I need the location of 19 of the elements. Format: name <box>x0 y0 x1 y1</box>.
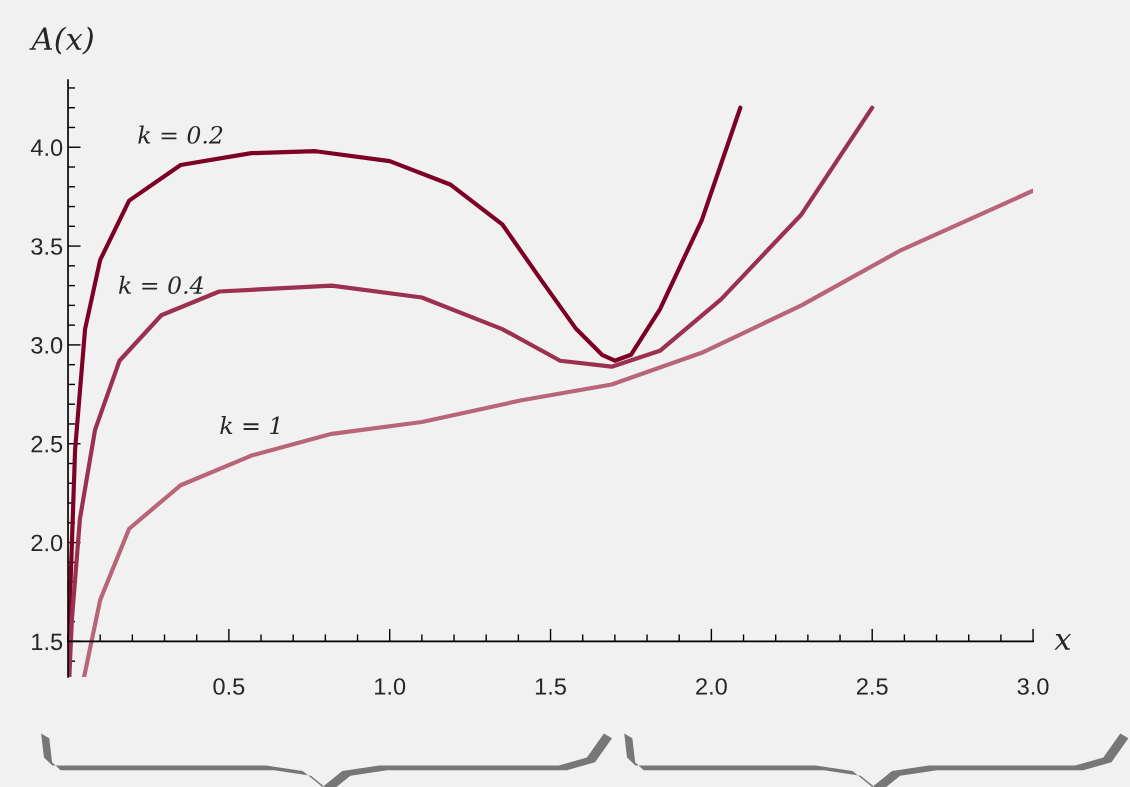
series-label: k = 0.2 <box>138 125 223 144</box>
y-tick-label: 2.5 <box>31 435 63 453</box>
y-axis-title: A(x) <box>29 26 93 55</box>
x-tick-label: 0.5 <box>213 678 245 695</box>
x-tick-label: 1.5 <box>535 678 566 695</box>
series-label: k = 1 <box>220 416 279 435</box>
y-tick-label: 2.0 <box>31 534 63 552</box>
y-tick-label: 3.5 <box>31 238 63 255</box>
line-series <box>68 105 875 677</box>
x-tick-label: 1.0 <box>375 678 406 695</box>
series-label: k = 0.4 <box>118 275 203 295</box>
x-axis-title: x <box>1054 633 1072 650</box>
y-tick-label: 4.0 <box>30 139 63 157</box>
y-tick-label: 1.5 <box>32 633 63 651</box>
line-series <box>82 188 1034 677</box>
x-tick-label: 2.5 <box>856 678 888 695</box>
y-tick-label: 3.0 <box>31 336 63 354</box>
x-tick-label: 3.0 <box>1017 678 1049 695</box>
x-tick-label: 2.0 <box>696 678 727 695</box>
